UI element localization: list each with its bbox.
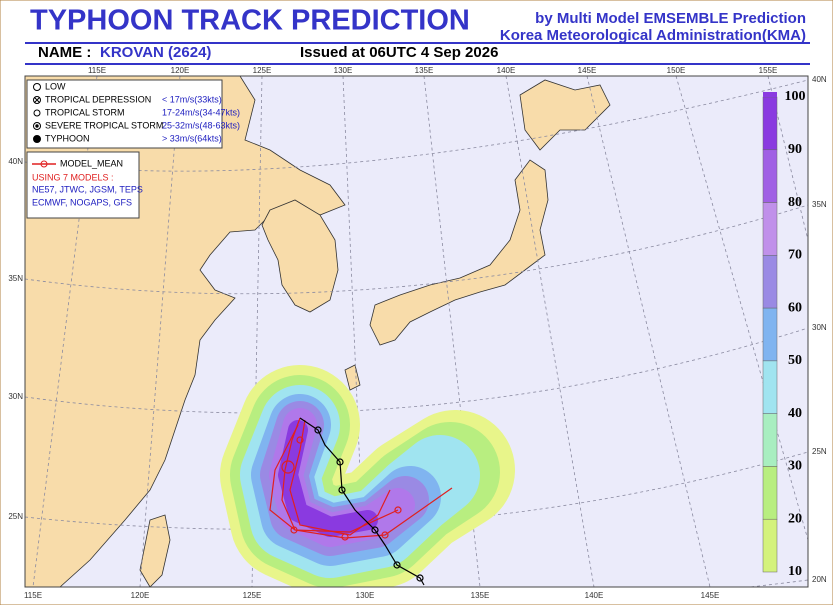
lat-label: 25N bbox=[8, 512, 23, 521]
legend-label: SEVERE TROPICAL STORM bbox=[45, 120, 163, 130]
title: TYPHOON TRACK PREDICTION bbox=[30, 5, 470, 37]
lat-label: 40N bbox=[8, 157, 23, 166]
legend-speed: 25-32m/s(48-63kts) bbox=[162, 120, 240, 130]
colorbar-segment bbox=[762, 466, 778, 520]
lon-label: 145E bbox=[578, 66, 597, 75]
source-line: Korea Meteorological Administration(KMA) bbox=[500, 27, 806, 44]
lat-label: 25N bbox=[812, 447, 827, 456]
legend: MODEL_MEAN USING 7 MODELS : NE57, JTWC, … bbox=[26, 79, 223, 219]
lon-label: 130E bbox=[334, 66, 353, 75]
lon-label: 155E bbox=[759, 66, 778, 75]
lon-label: 135E bbox=[415, 66, 434, 75]
lon-label: 115E bbox=[88, 66, 106, 75]
lon-label: 115E bbox=[24, 591, 42, 600]
lon-label: 130E bbox=[356, 591, 375, 600]
lon-label: 125E bbox=[243, 591, 262, 600]
lon-label: 150E bbox=[667, 66, 686, 75]
legend-label: LOW bbox=[45, 81, 66, 91]
lat-label: 20N bbox=[812, 575, 827, 584]
models-box bbox=[26, 151, 140, 219]
colorbar-label: 30 bbox=[788, 459, 802, 474]
legend-symbols bbox=[33, 83, 41, 143]
colorbar-segment bbox=[763, 92, 777, 97]
colorbar-label: 60 bbox=[788, 300, 802, 315]
colorbar-segment bbox=[762, 149, 778, 203]
colorbar-label: 80 bbox=[788, 195, 802, 210]
colorbar-segment bbox=[762, 413, 778, 467]
legend-speed: 17-24m/s(34-47kts) bbox=[162, 107, 240, 117]
colorbar-label: 40 bbox=[788, 406, 802, 421]
lon-label: 140E bbox=[585, 591, 604, 600]
legend-speed: < 17m/s(33kts) bbox=[162, 94, 222, 104]
colorbar-segment bbox=[762, 518, 778, 573]
lon-label: 135E bbox=[471, 591, 490, 600]
mean-symbol bbox=[40, 160, 48, 168]
colorbar-label: 90 bbox=[788, 142, 802, 157]
colorbar-segment bbox=[762, 307, 778, 362]
storm-name: KROVAN (2624) bbox=[100, 44, 211, 61]
probability bbox=[220, 365, 515, 587]
issued: Issued at 06UTC 4 Sep 2026 bbox=[300, 44, 498, 61]
colorbar-label: 10 bbox=[788, 564, 802, 579]
colorbar-segment bbox=[762, 96, 778, 151]
map bbox=[25, 76, 808, 587]
colorbar-segment bbox=[762, 255, 778, 309]
colorbar-segment bbox=[762, 360, 778, 414]
lon-label: 145E bbox=[701, 591, 720, 600]
lon-label: 120E bbox=[131, 591, 150, 600]
lat-label: 40N bbox=[812, 75, 827, 84]
name-label: NAME : bbox=[38, 44, 91, 61]
legend-label: TYPHOON bbox=[45, 133, 90, 143]
colorbar-label: 20 bbox=[788, 511, 802, 526]
lon-label: 140E bbox=[497, 66, 516, 75]
colorbar-segment bbox=[762, 202, 778, 256]
legend-box bbox=[26, 79, 223, 149]
colorbar-label: 50 bbox=[788, 353, 802, 368]
models-list: ECMWF, NOGAPS, GFS bbox=[32, 197, 132, 207]
lat-label: 35N bbox=[8, 274, 23, 283]
legend-label: TROPICAL STORM bbox=[45, 107, 125, 117]
models-using: USING 7 MODELS : bbox=[32, 172, 114, 182]
lat-label: 30N bbox=[8, 392, 23, 401]
mean-label: MODEL_MEAN bbox=[60, 158, 123, 168]
legend-label: TROPICAL DEPRESSION bbox=[45, 94, 151, 104]
official-track bbox=[299, 417, 425, 586]
lat-label: 35N bbox=[812, 200, 827, 209]
lon-label: 125E bbox=[253, 66, 272, 75]
models-list: NE57, JTWC, JGSM, TEPS bbox=[32, 184, 143, 194]
lat-label: 30N bbox=[812, 323, 827, 332]
legend-speed: > 33m/s(64kts) bbox=[162, 133, 222, 143]
source-line: by Multi Model EMSEMBLE Prediction bbox=[535, 10, 806, 27]
lon-label: 120E bbox=[171, 66, 190, 75]
colorbar-label: 100 bbox=[785, 89, 806, 104]
colorbar-label: 70 bbox=[788, 248, 802, 263]
map-border bbox=[24, 75, 809, 588]
